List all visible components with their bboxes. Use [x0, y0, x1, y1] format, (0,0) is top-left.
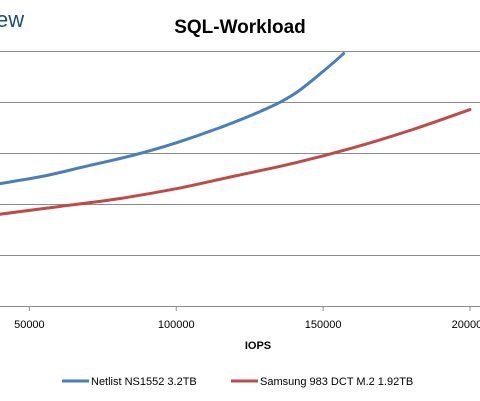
- logo-fragment: ew: [0, 7, 24, 32]
- x-tick-label-1: 50000: [14, 319, 45, 331]
- x-axis-ticks: 50000 100000 150000 200000: [14, 306, 480, 331]
- series-layer: [0, 52, 472, 216]
- legend: Netlist NS1552 3.2TB Samsung 983 DCT M.2 …: [62, 376, 413, 388]
- series-line-1: [0, 52, 346, 186]
- legend-label-1: Netlist NS1552 3.2TB: [91, 376, 197, 388]
- series-line-2: [0, 108, 472, 216]
- x-tick-label-3: 150000: [305, 319, 342, 331]
- x-tick-label-2: 100000: [158, 319, 195, 331]
- x-tick-label-4: 200000: [452, 319, 480, 331]
- gridlines: [0, 51, 480, 256]
- chart-title: SQL-Workload: [174, 17, 306, 38]
- x-axis-label: IOPS: [245, 340, 271, 352]
- legend-label-2: Samsung 983 DCT M.2 1.92TB: [260, 376, 413, 388]
